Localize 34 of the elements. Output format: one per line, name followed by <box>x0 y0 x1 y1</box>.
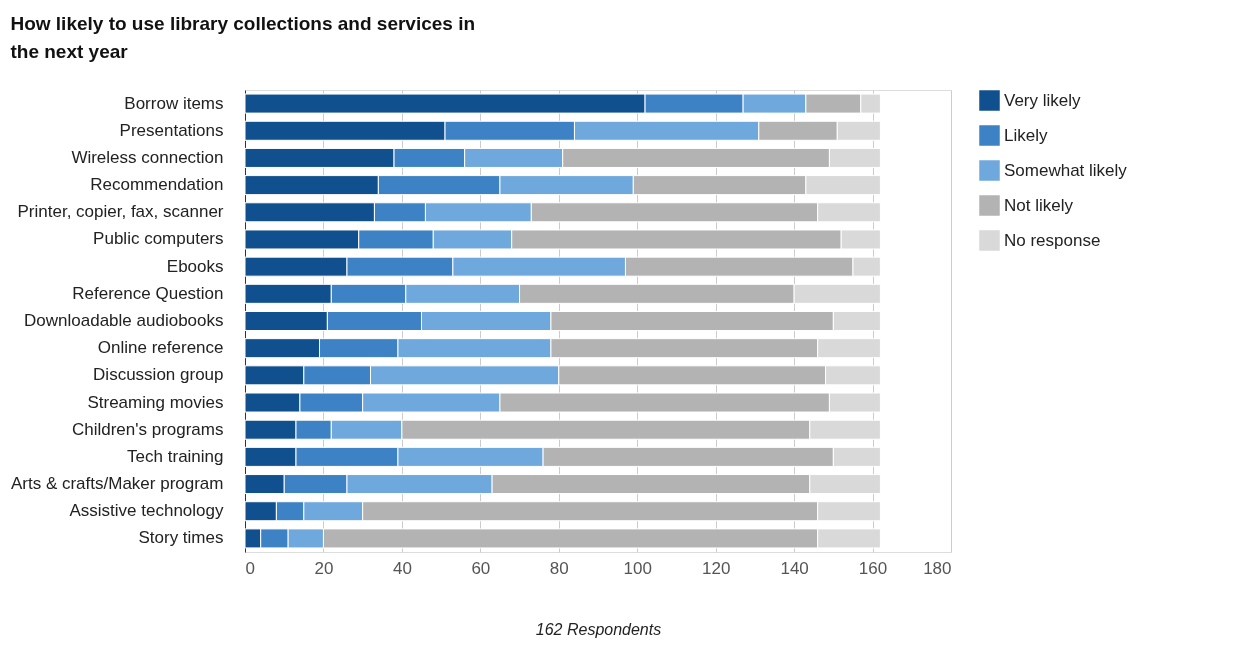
x-tick-label: 40 <box>392 558 412 578</box>
y-tick-label: Assistive technology <box>69 501 224 521</box>
y-tick-label: Story times <box>138 528 224 548</box>
y-tick-label: Streaming movies <box>87 392 224 412</box>
x-tick-label: 60 <box>471 558 491 578</box>
legend-label: Likely <box>1004 125 1048 145</box>
y-tick-label: Arts & crafts/Maker program <box>10 474 224 494</box>
x-tick-label: 0 <box>245 558 255 578</box>
y-tick-label: Discussion group <box>93 365 224 385</box>
legend-label: Not likely <box>1004 195 1074 215</box>
y-tick-label: Tech training <box>127 446 224 466</box>
chart-title: How likely to use library collections and services in the next year <box>10 13 476 62</box>
x-tick-label: 140 <box>780 558 809 578</box>
y-tick-label: Recommendation <box>90 175 224 195</box>
x-tick-label: 120 <box>701 558 731 578</box>
y-tick-label: Presentations <box>119 120 224 140</box>
x-tick-label: 160 <box>858 558 888 578</box>
x-tick-label: 80 <box>549 558 569 578</box>
legend-label: Somewhat likely <box>1004 160 1128 180</box>
legend-label: Very likely <box>1004 90 1082 110</box>
y-tick-label: Borrow items <box>124 93 224 113</box>
y-tick-label: Ebooks <box>166 256 224 276</box>
x-tick-label: 100 <box>623 558 652 578</box>
x-axis-title: 162 Respondents <box>535 620 662 638</box>
x-tick-label: 180 <box>923 558 952 578</box>
y-tick-label: Wireless connection <box>71 147 224 167</box>
y-tick-label: Downloadable audiobooks <box>24 311 224 330</box>
y-tick-label: Children's programs <box>71 419 224 439</box>
y-tick-label: Online reference <box>97 338 224 358</box>
y-tick-label: Public computers <box>93 229 224 249</box>
y-tick-label: Reference Question <box>72 283 224 303</box>
legend-label: No response <box>1004 230 1101 250</box>
x-tick-label: 20 <box>314 558 334 578</box>
y-tick-label: Printer, copier, fax, scanner <box>17 202 224 222</box>
